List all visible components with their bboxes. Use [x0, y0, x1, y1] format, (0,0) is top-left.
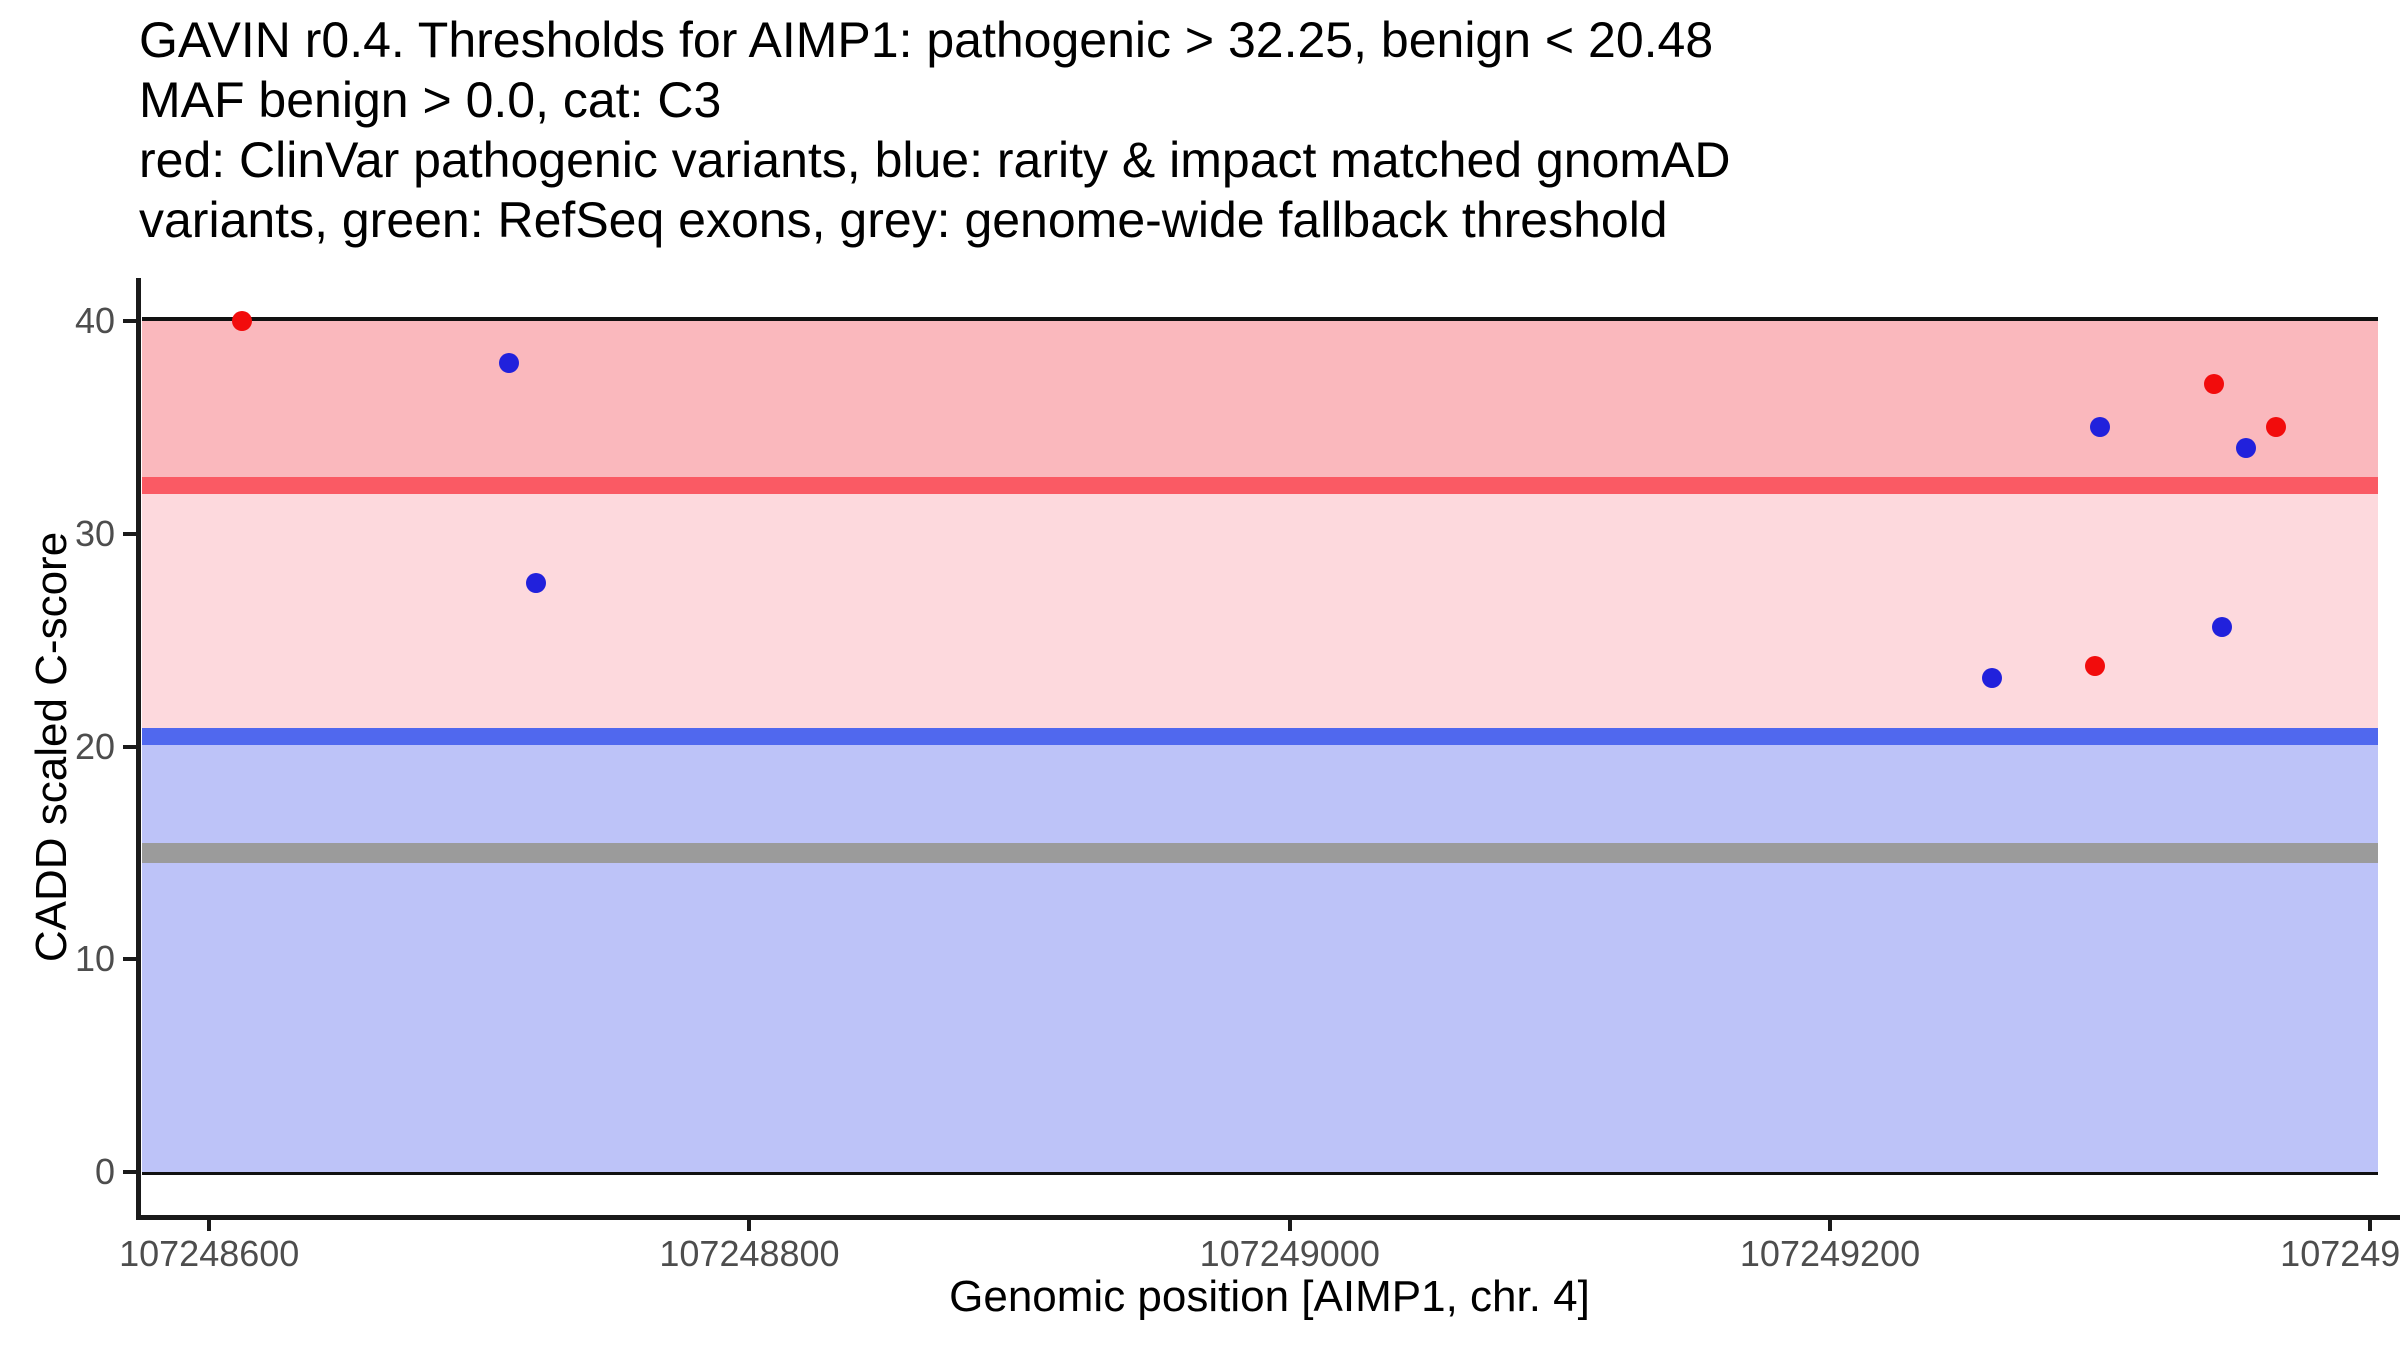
y-tick-label: 20	[74, 725, 115, 767]
gnomad-matched-point	[2211, 617, 2232, 638]
x-tick-label: 107248600	[119, 1233, 300, 1274]
gnomad-matched-point	[526, 572, 547, 593]
y-tick-label: 30	[74, 512, 115, 554]
y-tick-mark	[123, 1170, 137, 1175]
x-tick-mark	[207, 1218, 212, 1231]
x-tick-mark	[747, 1218, 752, 1231]
x-axis-title: Genomic position [AIMP1, chr. 4]	[949, 1272, 1590, 1321]
title-line-2: MAF benign > 0.0, cat: C3	[139, 72, 722, 128]
title-line-3: red: ClinVar pathogenic variants, blue: …	[139, 132, 1731, 188]
gnomad-matched-point	[2090, 417, 2111, 438]
y-tick-label: 40	[74, 299, 115, 341]
benign-zone	[141, 736, 2379, 1173]
clinvar-pathogenic-point	[2084, 655, 2105, 676]
x-tick-label: 107249000	[1199, 1233, 1380, 1274]
x-tick-mark	[1828, 1218, 1833, 1231]
gnomad-matched-point	[499, 353, 520, 374]
y-tick-mark	[123, 531, 137, 536]
y-tick-label: 10	[74, 938, 115, 980]
benign-threshold-line	[141, 727, 2379, 745]
gnomad-matched-point	[1982, 668, 2003, 689]
x-tick-mark	[2368, 1218, 2373, 1231]
x-tick-label: 107249400	[2280, 1233, 2400, 1274]
x-axis-line	[136, 1215, 2400, 1220]
y-tick-label: 0	[94, 1151, 115, 1193]
genome-wide-fallback-line	[141, 842, 2379, 863]
band-bottom-border	[141, 1172, 2379, 1176]
clinvar-pathogenic-point	[2265, 417, 2286, 438]
y-tick-mark	[123, 318, 137, 323]
pathogenic-zone	[141, 320, 2379, 486]
title-line-4: variants, green: RefSeq exons, grey: gen…	[139, 192, 1668, 248]
intermediate-zone	[141, 485, 2379, 737]
gnomad-matched-point	[2236, 438, 2257, 459]
clinvar-pathogenic-point	[231, 310, 252, 331]
plot-title: GAVIN r0.4. Thresholds for AIMP1: pathog…	[139, 10, 1730, 250]
y-axis-line	[136, 278, 141, 1219]
x-tick-label: 107248800	[659, 1233, 840, 1274]
x-tick-mark	[1287, 1218, 1292, 1231]
x-tick-label: 107249200	[1739, 1233, 1921, 1274]
title-line-1: GAVIN r0.4. Thresholds for AIMP1: pathog…	[139, 12, 1714, 68]
clinvar-pathogenic-point	[2203, 374, 2224, 395]
y-tick-mark	[123, 744, 137, 749]
y-tick-mark	[123, 957, 137, 962]
pathogenic-threshold-line	[141, 477, 2379, 495]
plot-panel	[139, 278, 2400, 1215]
band-top-border	[141, 316, 2379, 321]
